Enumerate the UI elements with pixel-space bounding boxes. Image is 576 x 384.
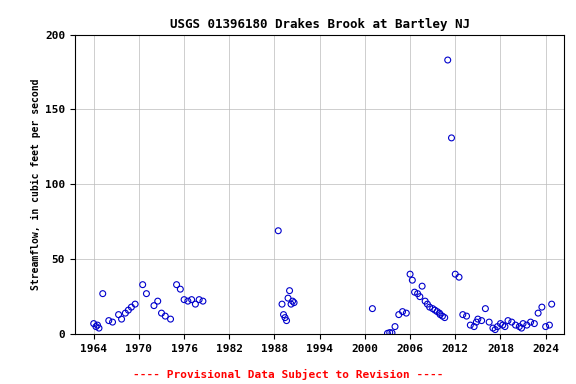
Point [430, 307, 439, 313]
Point [282, 318, 291, 324]
Point [413, 291, 422, 297]
Point [131, 301, 140, 307]
Point [462, 313, 471, 319]
Point [104, 318, 113, 324]
Point [172, 281, 181, 288]
Point [388, 330, 397, 336]
Point [473, 316, 483, 322]
Point [124, 307, 133, 313]
Point [121, 310, 130, 316]
Point [493, 323, 502, 329]
Point [278, 301, 287, 307]
Point [401, 310, 411, 316]
Point [281, 314, 290, 321]
Point [391, 323, 400, 329]
Point [537, 304, 547, 310]
Point [530, 321, 539, 327]
Point [435, 310, 444, 316]
Point [108, 319, 117, 325]
Point [541, 323, 550, 329]
Point [153, 298, 162, 304]
Point [477, 318, 486, 324]
Point [285, 288, 294, 294]
Point [526, 319, 535, 325]
Point [533, 310, 543, 316]
Point [166, 316, 175, 322]
Point [435, 311, 445, 318]
Point [368, 306, 377, 312]
Point [286, 301, 295, 307]
Point [481, 306, 490, 312]
Point [518, 321, 528, 327]
Point [94, 325, 104, 331]
Point [274, 228, 283, 234]
Point [507, 319, 516, 325]
Point [157, 310, 166, 316]
Point [138, 281, 147, 288]
Point [447, 135, 456, 141]
Point [503, 318, 513, 324]
Point [408, 277, 417, 283]
Point [283, 295, 293, 301]
Point [547, 301, 556, 307]
Point [423, 301, 432, 307]
Point [114, 311, 123, 318]
Point [496, 321, 505, 327]
Point [89, 321, 98, 327]
Point [92, 323, 101, 329]
Point [180, 296, 189, 303]
Point [469, 323, 479, 329]
Point [415, 293, 425, 300]
Point [398, 309, 407, 315]
Point [187, 296, 196, 303]
Point [458, 311, 467, 318]
Text: ---- Provisional Data Subject to Revision ----: ---- Provisional Data Subject to Revisio… [132, 369, 444, 380]
Point [418, 283, 427, 289]
Point [117, 316, 126, 322]
Point [450, 271, 460, 277]
Point [176, 286, 185, 292]
Point [491, 326, 500, 333]
Point [472, 319, 481, 325]
Point [198, 298, 207, 304]
Point [98, 291, 107, 297]
Point [191, 301, 200, 307]
Point [406, 271, 415, 277]
Point [501, 323, 510, 329]
Point [440, 314, 449, 321]
Point [288, 298, 297, 304]
Point [161, 313, 170, 319]
Point [484, 319, 494, 325]
Point [425, 304, 434, 310]
Point [438, 313, 447, 319]
Y-axis label: Streamflow, in cubic feet per second: Streamflow, in cubic feet per second [31, 79, 41, 290]
Point [420, 298, 430, 304]
Point [142, 291, 151, 297]
Point [149, 303, 158, 309]
Point [183, 298, 192, 304]
Point [517, 325, 526, 331]
Point [394, 311, 403, 318]
Point [195, 296, 204, 303]
Point [93, 322, 102, 328]
Title: USGS 01396180 Drakes Brook at Bartley NJ: USGS 01396180 Drakes Brook at Bartley NJ [170, 18, 469, 31]
Point [127, 304, 136, 310]
Point [385, 329, 395, 336]
Point [290, 300, 299, 306]
Point [515, 323, 524, 329]
Point [410, 289, 419, 295]
Point [522, 322, 532, 328]
Point [383, 330, 392, 336]
Point [279, 311, 288, 318]
Point [433, 309, 442, 315]
Point [428, 306, 437, 312]
Point [488, 325, 498, 331]
Point [511, 322, 520, 328]
Point [443, 57, 452, 63]
Point [498, 322, 507, 328]
Point [545, 322, 554, 328]
Point [454, 274, 464, 280]
Point [466, 322, 475, 328]
